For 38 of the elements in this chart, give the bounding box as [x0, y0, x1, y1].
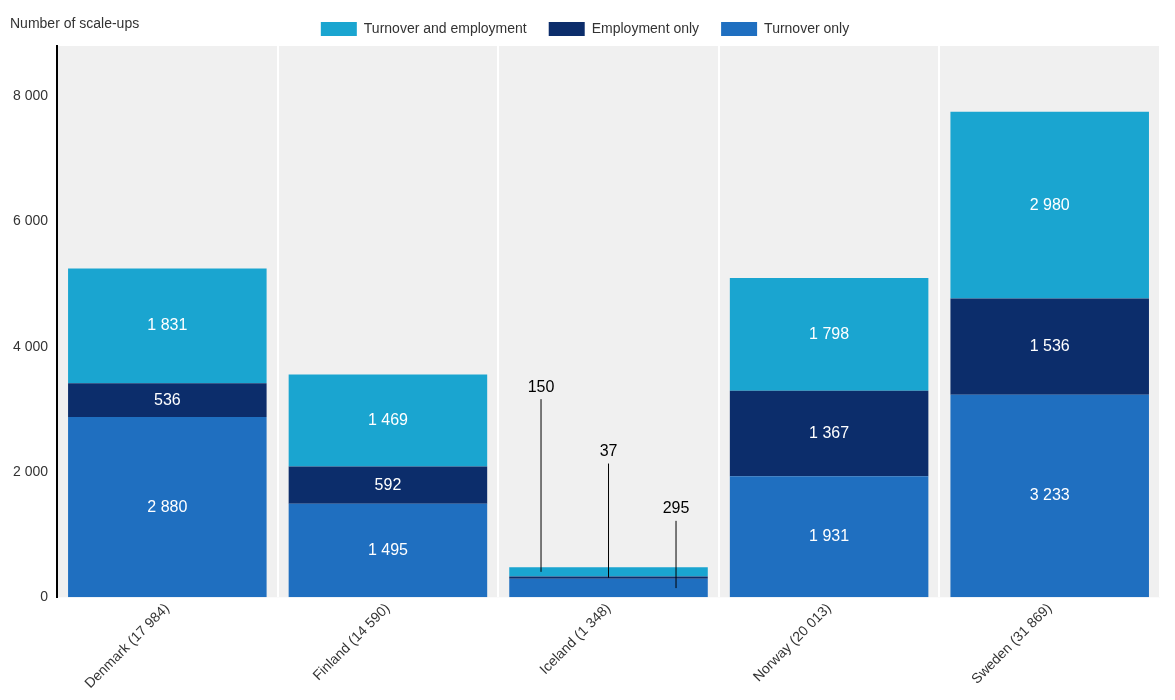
data-label: 1 798 — [809, 324, 850, 342]
data-label: 536 — [153, 390, 181, 408]
y-tick-label: 8 000 — [12, 86, 49, 103]
bar — [729, 390, 929, 477]
bar — [288, 466, 488, 504]
y-tick-label: 0 — [40, 588, 49, 605]
bar — [68, 416, 267, 598]
data-label: 2 980 — [1029, 195, 1070, 213]
y-tick-label: 4 000 — [12, 337, 49, 354]
data-label: 1 469 — [367, 410, 409, 428]
bar — [288, 374, 488, 467]
bar — [950, 111, 1149, 299]
data-label: 1 931 — [809, 527, 850, 545]
y-tick-label: 2 000 — [12, 462, 49, 479]
bar — [729, 278, 929, 391]
data-label: 1 536 — [1029, 337, 1070, 355]
bar — [950, 298, 1149, 395]
legend-label: Employment only — [591, 19, 700, 36]
bar — [68, 383, 267, 417]
data-label: 1 495 — [367, 540, 409, 558]
bar — [509, 567, 708, 577]
data-label: 295 — [662, 499, 690, 517]
legend-label: Turnover only — [764, 19, 850, 36]
bar — [509, 578, 708, 598]
data-label: 150 — [527, 377, 555, 395]
bar — [950, 394, 1149, 598]
bar — [288, 503, 488, 598]
bar — [68, 268, 267, 384]
bar — [729, 476, 929, 598]
data-label: 1 831 — [147, 316, 188, 334]
data-label: 1 367 — [809, 423, 850, 441]
y-axis-title: Number of scale-ups — [10, 14, 140, 31]
legend-label: Turnover and employment — [363, 19, 527, 36]
data-label: 592 — [374, 475, 402, 493]
data-label: 3 233 — [1029, 486, 1070, 504]
data-label: 37 — [599, 441, 618, 459]
y-tick-label: 6 000 — [12, 212, 49, 229]
data-label: 2 880 — [147, 497, 188, 515]
